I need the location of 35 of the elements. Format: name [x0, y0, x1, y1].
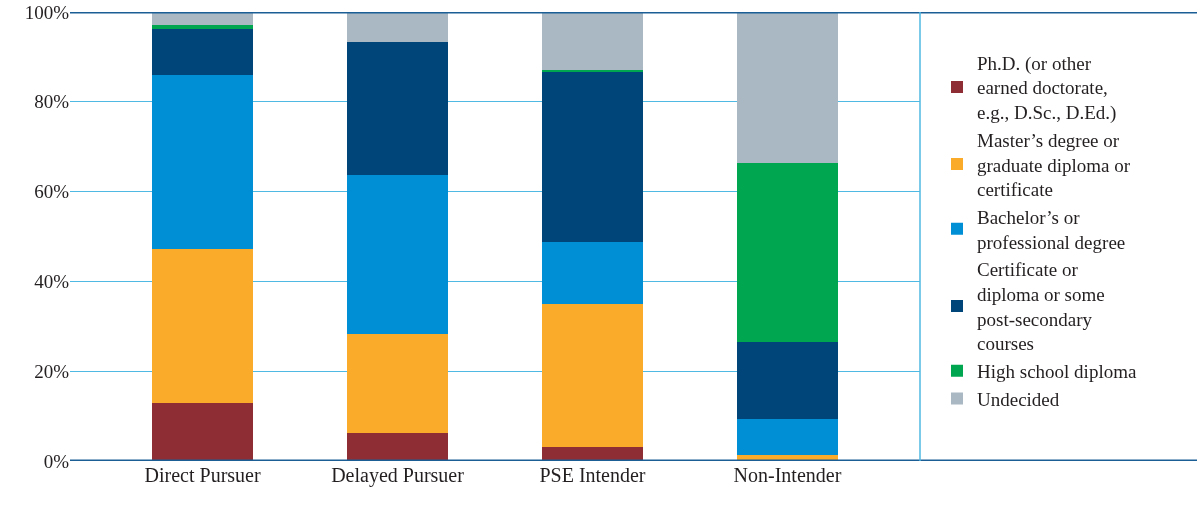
bar	[151, 29, 254, 76]
bar	[736, 341, 839, 419]
bar	[736, 418, 839, 456]
bar	[541, 242, 644, 304]
bar	[541, 447, 644, 461]
x-tick-label: Direct Pursuer	[144, 464, 261, 486]
bar	[541, 303, 644, 448]
bar	[346, 175, 449, 334]
x-tick-label: Delayed Pursuer	[331, 464, 465, 487]
bar	[736, 163, 839, 342]
bar	[346, 333, 449, 433]
bar	[736, 12, 839, 164]
bar	[151, 75, 254, 249]
y-tick-label: 60%	[34, 181, 70, 203]
bar	[151, 402, 254, 461]
x-tick-label: PSE Intender	[539, 464, 646, 486]
bar	[346, 12, 449, 43]
bar	[541, 12, 644, 70]
legend-label: Master’s degree or graduate diploma or certificate	[977, 129, 1131, 201]
legend-label: Certificate or diploma or some post-secondary courses	[977, 259, 1105, 355]
legend-label: High school diploma	[977, 361, 1137, 383]
bar	[346, 42, 449, 176]
y-tick-label: 0%	[43, 450, 70, 472]
bar	[151, 25, 254, 30]
bar	[346, 432, 449, 461]
y-tick-label: 20%	[34, 360, 70, 382]
bar	[151, 248, 254, 403]
legend-label: Undecided	[977, 388, 1060, 410]
legend-label: Bachelor’s or professional degree	[977, 206, 1126, 253]
x-tick-label: Non-Intender	[733, 464, 842, 486]
y-tick-label: 40%	[34, 271, 70, 293]
legend-label: Ph.D. (or other earned doctorate, e.g., D.Sc., D.Ed.)	[977, 52, 1117, 125]
bar	[541, 72, 644, 243]
y-tick-label: 80%	[34, 91, 70, 113]
y-tick-label: 100%	[24, 1, 70, 23]
